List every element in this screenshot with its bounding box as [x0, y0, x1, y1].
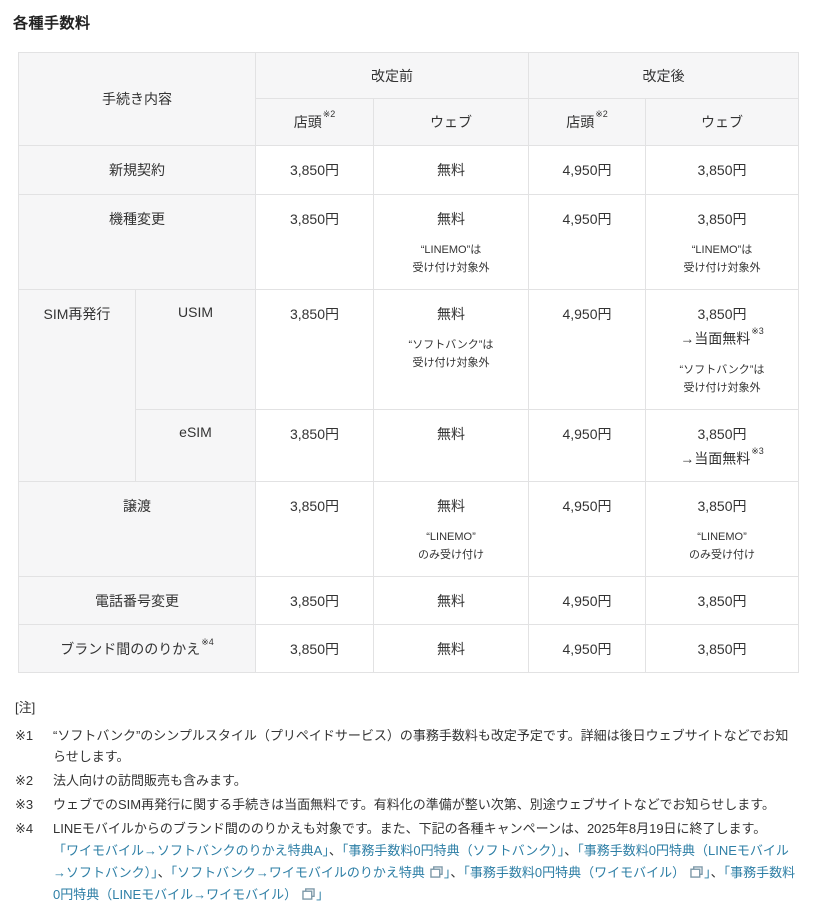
cell-after-web: 3,850円	[645, 624, 799, 674]
note-marker: ※2	[15, 773, 34, 789]
row-new-contract: 新規契約 3,850円 無料 4,950円 3,850円	[18, 145, 799, 195]
row-model-change: 機種変更 3,850円 無料 “LINEMO”は 受け付け対象外 4,950円 …	[18, 194, 799, 290]
note-item-2: ※2 法人向けの訪問販売も含みます。	[15, 770, 800, 791]
note-ref-3: ※3	[751, 445, 764, 456]
cell-before-store: 3,850円	[255, 481, 374, 578]
cell-before-store: 3,850円	[255, 194, 374, 290]
link-separator: 、	[328, 843, 342, 859]
cell-after-web: 3,850円 “LINEMO” のみ受け付け	[645, 481, 799, 578]
cell-after-store: 4,950円	[528, 289, 646, 410]
external-link-icon	[302, 884, 315, 906]
cell-before-store: 3,850円	[255, 624, 374, 674]
cell-before-web: 無料 “LINEMO” のみ受け付け	[373, 481, 529, 578]
cell-after-store: 4,950円	[528, 408, 646, 483]
row-sim-reissue-usim: SIM再発行 USIM 3,850円 無料 “ソフトバンク”は 受け付け対象外 …	[18, 288, 799, 483]
col-header-after-store: 店頭※2	[528, 98, 646, 146]
note-marker: ※1	[15, 728, 34, 744]
row-sublabel: USIM	[135, 289, 256, 410]
row-label-group: SIM再発行	[18, 288, 136, 483]
cell-annotation: “LINEMO”は 受け付け対象外	[412, 244, 490, 274]
cell-after-web: 3,850円	[645, 145, 799, 195]
link-separator: 、	[710, 865, 724, 881]
row-label: 電話番号変更	[18, 576, 256, 626]
cell-after-web: 3,850円	[645, 576, 799, 626]
note-item-1: ※1 “ソフトバンク”のシンプルスタイル（プリペイドサービス）の事務手数料も改定…	[15, 725, 800, 767]
page-title: 各種手数料	[13, 15, 91, 32]
row-transfer: 譲渡 3,850円 無料 “LINEMO” のみ受け付け 4,950円 3,85…	[18, 481, 799, 578]
note-text: “ソフトバンク”のシンプルスタイル（プリペイドサービス）の事務手数料も改定予定で…	[53, 728, 789, 765]
campaign-link[interactable]: 「ソフトバンク→ワイモバイルのりかえ特典」	[171, 865, 451, 880]
note-marker: ※3	[15, 797, 34, 813]
campaign-link[interactable]: 「ワイモバイル→ソフトバンクのりかえ特典A」	[53, 843, 329, 859]
cell-before-store: 3,850円	[255, 289, 374, 410]
col-header-before-store: 店頭※2	[255, 98, 374, 146]
link-separator: 、	[564, 843, 578, 859]
header-row-groups: 手続き内容 改定前 改定後	[18, 52, 799, 146]
note-text: ウェブでのSIM再発行に関する手続きは当面無料です。有料化の準備が整い次第、別途…	[53, 797, 775, 813]
cell-before-store: 3,850円	[255, 408, 374, 483]
col-header-after: 改定後	[528, 52, 799, 99]
note-text: 法人向けの訪問販売も含みます。	[53, 773, 247, 789]
cell-after-store: 4,950円	[528, 145, 646, 195]
cell-after-store: 4,950円	[528, 624, 646, 674]
cell-annotation: “ソフトバンク”は 受け付け対象外	[679, 363, 765, 394]
row-label: 譲渡	[18, 481, 256, 578]
cell-annotation: “ソフトバンク”は 受け付け対象外	[408, 339, 494, 369]
row-label: 機種変更	[18, 194, 256, 290]
cell-after-web: 3,850円 →当面無料※3	[645, 408, 799, 483]
note-item-4: ※4 LINEモバイルからのブランド間ののりかえも対象です。また、下記の各種キャ…	[15, 818, 800, 906]
cell-after-store: 4,950円	[528, 576, 646, 626]
note-item-3: ※3 ウェブでのSIM再発行に関する手続きは当面無料です。有料化の準備が整い次第…	[15, 794, 800, 815]
cell-annotation: “LINEMO” のみ受け付け	[418, 531, 484, 562]
cell-before-web: 無料	[373, 624, 529, 674]
row-sublabel: eSIM	[135, 408, 256, 483]
note-marker: ※4	[15, 821, 34, 837]
cell-before-web: 無料	[373, 576, 529, 626]
row-label: ブランド間ののりかえ※4	[18, 624, 256, 674]
col-header-procedure: 手続き内容	[18, 52, 256, 146]
header-row-channels: 店頭※2 ウェブ 店頭※2 ウェブ	[19, 98, 799, 146]
cell-before-web: 無料	[373, 145, 529, 195]
cell-before-store: 3,850円	[255, 145, 374, 195]
note-text: LINEモバイルからのブランド間ののりかえも対象です。また、下記の各種キャンペー…	[53, 818, 800, 906]
row-phone-number-change: 電話番号変更 3,850円 無料 4,950円 3,850円	[18, 576, 799, 626]
external-link-icon	[690, 862, 703, 884]
link-separator: 、	[450, 865, 464, 881]
col-header-before-web: ウェブ	[373, 98, 529, 146]
cell-annotation: “LINEMO”は 受け付け対象外	[683, 244, 761, 274]
cell-before-web: 無料	[373, 408, 529, 483]
cell-before-web: 無料 “LINEMO”は 受け付け対象外	[373, 194, 529, 290]
note-ref-3: ※3	[751, 326, 764, 336]
row-label: 新規契約	[18, 145, 256, 195]
link-separator: 、	[157, 865, 171, 881]
cell-before-store: 3,850円	[255, 576, 374, 626]
note-ref-2: ※2	[322, 109, 336, 120]
notes-section: [注] ※1 “ソフトバンク”のシンプルスタイル（プリペイドサービス）の事務手数…	[15, 697, 800, 906]
cell-after-web: 3,850円 →当面無料※3 “ソフトバンク”は 受け付け対象外	[645, 289, 799, 410]
row-brand-switch: ブランド間ののりかえ※4 3,850円 無料 4,950円 3,850円	[18, 624, 799, 674]
col-header-after-web: ウェブ	[645, 98, 799, 146]
fee-table: 手続き内容 改定前 改定後 店頭※2 ウェブ 店頭※2 ウェブ 新規契約 3,8…	[18, 52, 799, 674]
campaign-link[interactable]: 「事務手数料0円特典（ワイモバイル）」	[463, 865, 710, 880]
cell-after-web: 3,850円 “LINEMO”は 受け付け対象外	[645, 194, 799, 290]
cell-before-web: 無料 “ソフトバンク”は 受け付け対象外	[373, 289, 529, 410]
campaign-links: 「ワイモバイル→ソフトバンクのりかえ特典A」、「事務手数料0円特典（ソフトバンク…	[53, 840, 800, 906]
cell-after-store: 4,950円	[528, 481, 646, 578]
note-ref-2: ※2	[595, 109, 608, 120]
notes-heading: [注]	[15, 700, 36, 716]
campaign-link[interactable]: 「事務手数料0円特典（ソフトバンク）」	[341, 843, 565, 859]
cell-after-store: 4,950円	[528, 194, 646, 290]
external-link-icon	[430, 862, 443, 884]
col-header-before: 改定前	[255, 52, 529, 99]
cell-annotation: “LINEMO” のみ受け付け	[689, 531, 755, 562]
note-ref-4: ※4	[201, 636, 214, 647]
row-sim-reissue-esim: eSIM 3,850円 無料 4,950円 3,850円 →当面無料※3	[19, 408, 799, 483]
